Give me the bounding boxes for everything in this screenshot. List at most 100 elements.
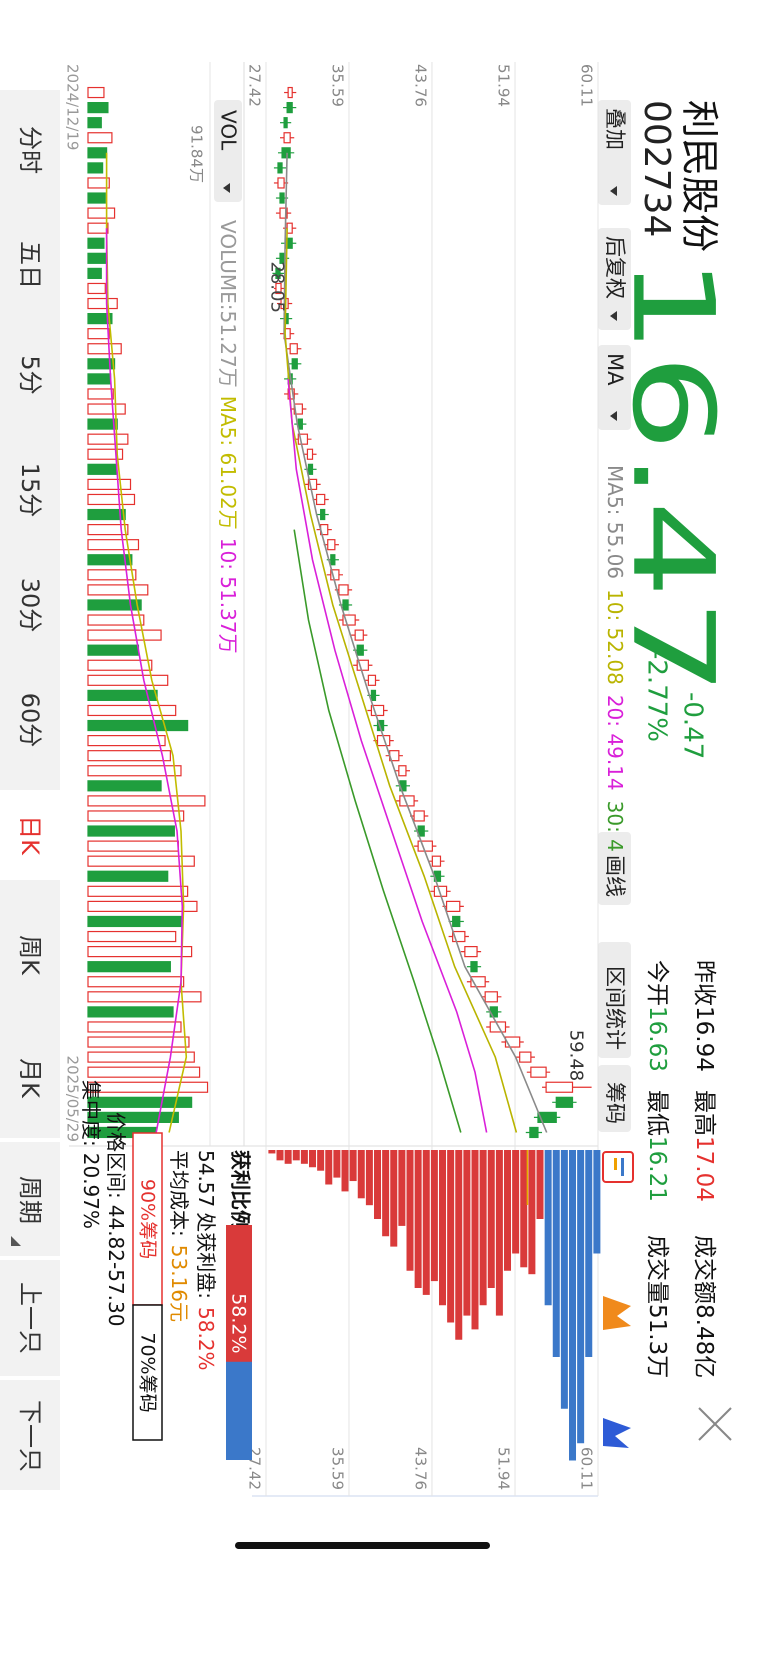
candle-body: [275, 282, 282, 295]
side-tab[interactable]: 下一只: [16, 1400, 44, 1472]
x-tick-label: 2024/12/19: [64, 64, 82, 150]
volume-bar: [87, 162, 104, 174]
stat-label: 成交量: [645, 1235, 671, 1304]
price-change: -0.47: [678, 692, 708, 759]
candle-body: [342, 599, 349, 611]
volume-bar: [87, 237, 105, 249]
period-tab[interactable]: 分时: [16, 126, 44, 174]
profit-ratio-value: 58.2%: [228, 1293, 250, 1353]
chip-bar: [309, 1150, 317, 1168]
chip-bar: [504, 1150, 512, 1271]
volume-bar: [87, 855, 195, 867]
icon[interactable]: [603, 1296, 631, 1330]
chip-tab[interactable]: 90%筹码: [132, 1132, 163, 1306]
chip-bar: [569, 1150, 577, 1461]
candle-body: [367, 674, 377, 686]
toolbar-button[interactable]: MA: [598, 345, 631, 430]
annotation: 28.05: [266, 261, 287, 313]
volume-bar: [87, 267, 102, 279]
toolbar-tool[interactable]: 筹码: [598, 1065, 631, 1132]
candle-body: [537, 1111, 557, 1123]
volume-bar: [87, 659, 153, 671]
candle-body: [277, 177, 285, 189]
home-indicator: [235, 1542, 490, 1549]
volume-bar: [87, 614, 145, 626]
price-change-pct: -2.77%: [642, 650, 672, 742]
chip-price-label: 51.94: [495, 1447, 513, 1490]
icon-bar: [614, 1158, 617, 1170]
volume-bar: [87, 343, 122, 355]
chip-bar: [382, 1150, 390, 1237]
period-tab[interactable]: 五日: [16, 241, 44, 289]
button-label: 后复权: [603, 236, 627, 299]
stat-label: 最低: [645, 1090, 671, 1136]
chip-bar: [512, 1150, 520, 1254]
profit-text: 处获利盘:: [195, 1212, 219, 1299]
volume-bar: [87, 991, 202, 1003]
volume-bar: [87, 1036, 190, 1048]
volume-bar: [87, 297, 118, 310]
ma-line: [283, 152, 548, 1133]
selector-label: VOL: [217, 110, 241, 151]
avg-cost-value: 53.16元: [168, 1245, 192, 1322]
toolbar-tool[interactable]: 画线: [598, 832, 631, 905]
period-tab[interactable]: 周K: [16, 935, 44, 976]
ma-line: [287, 378, 488, 1133]
volume-bar: [87, 463, 117, 475]
chip-bar: [455, 1150, 463, 1340]
y-tick-label: 43.76: [411, 64, 429, 107]
tool-bg: [598, 942, 631, 1058]
period-tab[interactable]: 30分: [16, 578, 44, 633]
candle-body: [338, 584, 349, 596]
tab-label: 周期: [16, 1176, 44, 1224]
period-tab[interactable]: 60分: [16, 693, 44, 748]
legend-entry: 20: 49.14: [604, 695, 628, 791]
stat: 成交量51.3万: [645, 1235, 671, 1378]
tool-label: 画线: [603, 855, 627, 897]
period-tab[interactable]: 15分: [16, 463, 44, 518]
chip-tab[interactable]: 70%筹码: [132, 1304, 163, 1441]
volume-bar: [87, 1111, 179, 1123]
icon[interactable]: [603, 1418, 631, 1448]
toolbar-tool[interactable]: 区间统计: [598, 942, 631, 1058]
y-tick-label: 91.84万: [188, 125, 206, 183]
period-tab[interactable]: 月K: [16, 1058, 44, 1099]
volume-bar: [87, 825, 175, 837]
stock-code: 002734: [636, 100, 677, 237]
side-tab[interactable]: 周期: [11, 1176, 44, 1246]
volume-bar: [87, 433, 129, 445]
tab-label: 日K: [16, 815, 44, 856]
side-tab[interactable]: 上一只: [16, 1282, 44, 1354]
volume-bar: [87, 493, 136, 506]
volume-bar: [87, 885, 189, 897]
toolbar-button[interactable]: 叠加: [598, 100, 631, 205]
volume-bar: [87, 674, 169, 686]
candle-body: [452, 915, 461, 928]
volume-bar: [87, 961, 171, 973]
x-tick-label: 2025/05/29: [64, 1056, 82, 1142]
period-tab[interactable]: 日K: [0, 790, 60, 880]
volume-bar: [87, 358, 116, 370]
volume-bar: [87, 1021, 182, 1033]
tab-label: 60分: [16, 693, 44, 748]
volume-bar: [87, 373, 112, 385]
candle-body: [286, 102, 293, 114]
volume-bar: [87, 1066, 201, 1078]
volume-bar: [87, 704, 177, 717]
icon[interactable]: [602, 1151, 634, 1183]
period-tab[interactable]: 5分: [16, 355, 44, 394]
tab-label: 30分: [16, 578, 44, 633]
stat-value: 8.48亿: [692, 1304, 718, 1378]
volume-selector[interactable]: VOL: [214, 100, 242, 202]
volume-bar: [87, 584, 149, 596]
stat: 昨收16.94: [692, 960, 718, 1072]
close-button[interactable]: [698, 1407, 732, 1441]
tool-bg: [598, 1065, 631, 1132]
y-tick-label: 27.42: [246, 64, 264, 107]
chip-bar: [398, 1150, 406, 1226]
chip-bar: [341, 1150, 349, 1192]
candle-body: [306, 448, 314, 460]
chip-bar: [374, 1150, 382, 1219]
toolbar-button[interactable]: 后复权: [598, 228, 631, 330]
volume-bar: [87, 795, 206, 807]
